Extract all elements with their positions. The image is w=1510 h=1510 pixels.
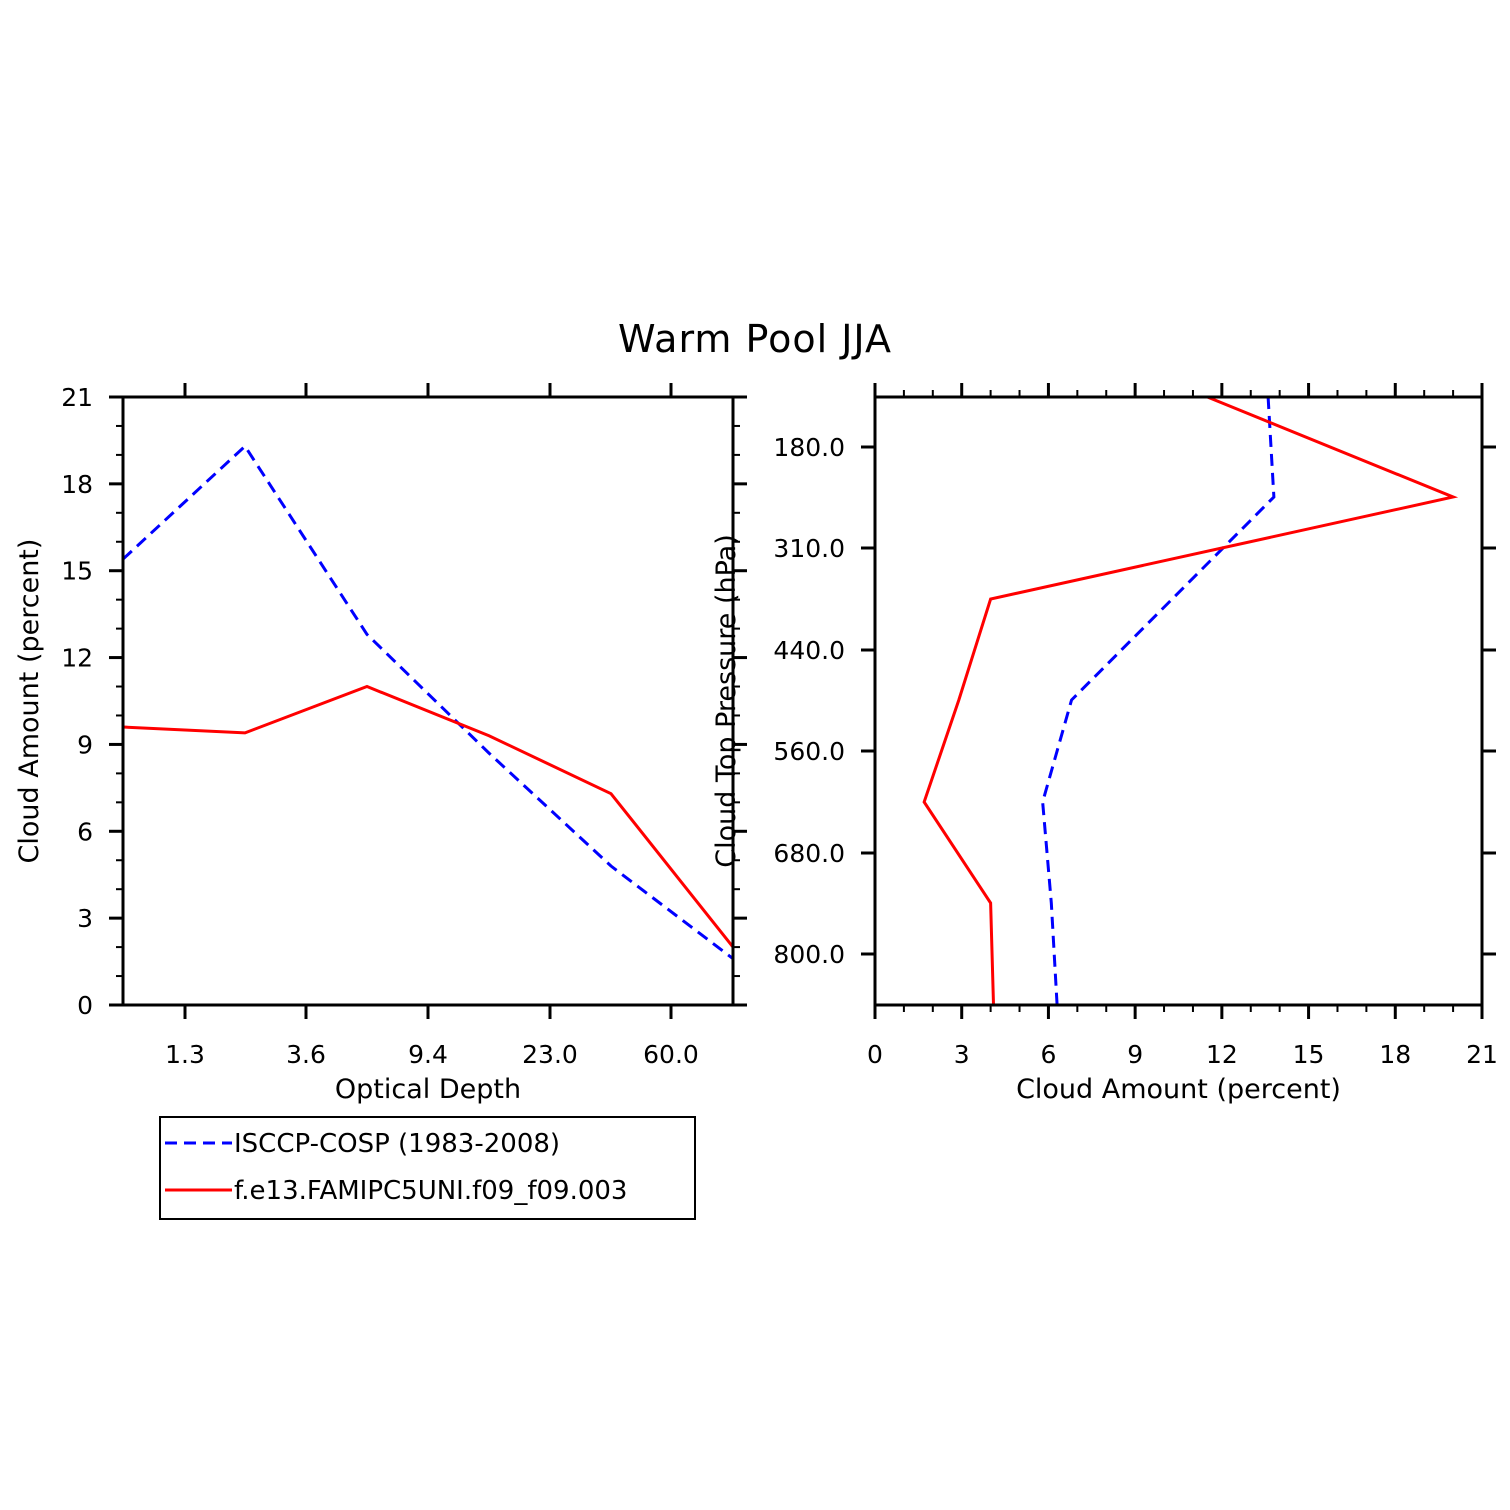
left-x-tick-label: 60.0 <box>643 1040 699 1069</box>
right-y-tick-label: 180.0 <box>773 433 845 462</box>
left-y-tick-label: 15 <box>61 557 93 586</box>
right-plot-frame <box>873 395 1484 1007</box>
left-y-tick-label: 6 <box>77 817 93 846</box>
figure-title: Warm Pool JJA <box>618 317 892 361</box>
right-x-axis-title: Cloud Amount (percent) <box>1016 1074 1341 1105</box>
right-x-tick-label: 9 <box>1127 1040 1143 1069</box>
cloud-top-pressure-panel: 0 3 6 9 12 15 18 21 180.0 310.0 440.0 560.0 680.0 800… <box>711 383 1498 1105</box>
left-plot-frame <box>121 395 735 1007</box>
legend-label-model: f.e13.FAMIPC5UNI.f09_f09.003 <box>234 1176 627 1206</box>
left-x-tick-label: 9.4 <box>408 1040 448 1069</box>
optical-depth-panel: 0 3 6 9 12 15 18 21 1.3 3.6 9.4 23.0 60.0 Optical Dep… <box>14 383 747 1105</box>
right-x-tick-label: 15 <box>1293 1040 1325 1069</box>
right-x-tick-label: 21 <box>1466 1040 1498 1069</box>
left-x-tick-label: 1.3 <box>165 1040 205 1069</box>
right-y-tick-label: 560.0 <box>773 737 845 766</box>
left-series-obs <box>121 443 734 960</box>
right-y-tick-label: 440.0 <box>773 636 845 665</box>
left-x-tick-label: 3.6 <box>286 1040 326 1069</box>
left-y-tick-label: 12 <box>61 644 93 673</box>
right-x-tick-label: 18 <box>1379 1040 1411 1069</box>
right-x-tick-label: 12 <box>1206 1040 1238 1069</box>
left-series-model <box>122 684 735 949</box>
right-series-model <box>922 395 1459 1006</box>
right-series-obs <box>1041 396 1276 1006</box>
legend: ISCCP-COSP (1983-2008) f.e13.FAMIPC5UNI.… <box>159 1116 696 1220</box>
left-y-axis-title: Cloud Amount (percent) <box>14 539 45 864</box>
left-x-tick-label: 23.0 <box>522 1040 578 1069</box>
right-y-axis-title: Cloud Top Pressure (hPa) <box>711 534 742 868</box>
left-y-tick-label: 21 <box>61 383 93 412</box>
right-y-tick-label: 680.0 <box>773 839 845 868</box>
right-y-tick-label: 310.0 <box>773 534 845 563</box>
right-x-tick-label: 6 <box>1040 1040 1056 1069</box>
left-y-tick-label: 18 <box>61 470 93 499</box>
right-x-tick-label: 3 <box>954 1040 970 1069</box>
left-x-axis-title: Optical Depth <box>335 1074 521 1105</box>
right-x-tick-label: 0 <box>867 1040 883 1069</box>
left-y-tick-label: 0 <box>77 991 93 1020</box>
left-y-tick-label: 9 <box>77 730 93 759</box>
right-y-tick-label: 800.0 <box>773 940 845 969</box>
legend-box <box>159 1116 696 1220</box>
left-y-tick-label: 3 <box>77 904 93 933</box>
legend-label-obs: ISCCP-COSP (1983-2008) <box>234 1129 560 1159</box>
